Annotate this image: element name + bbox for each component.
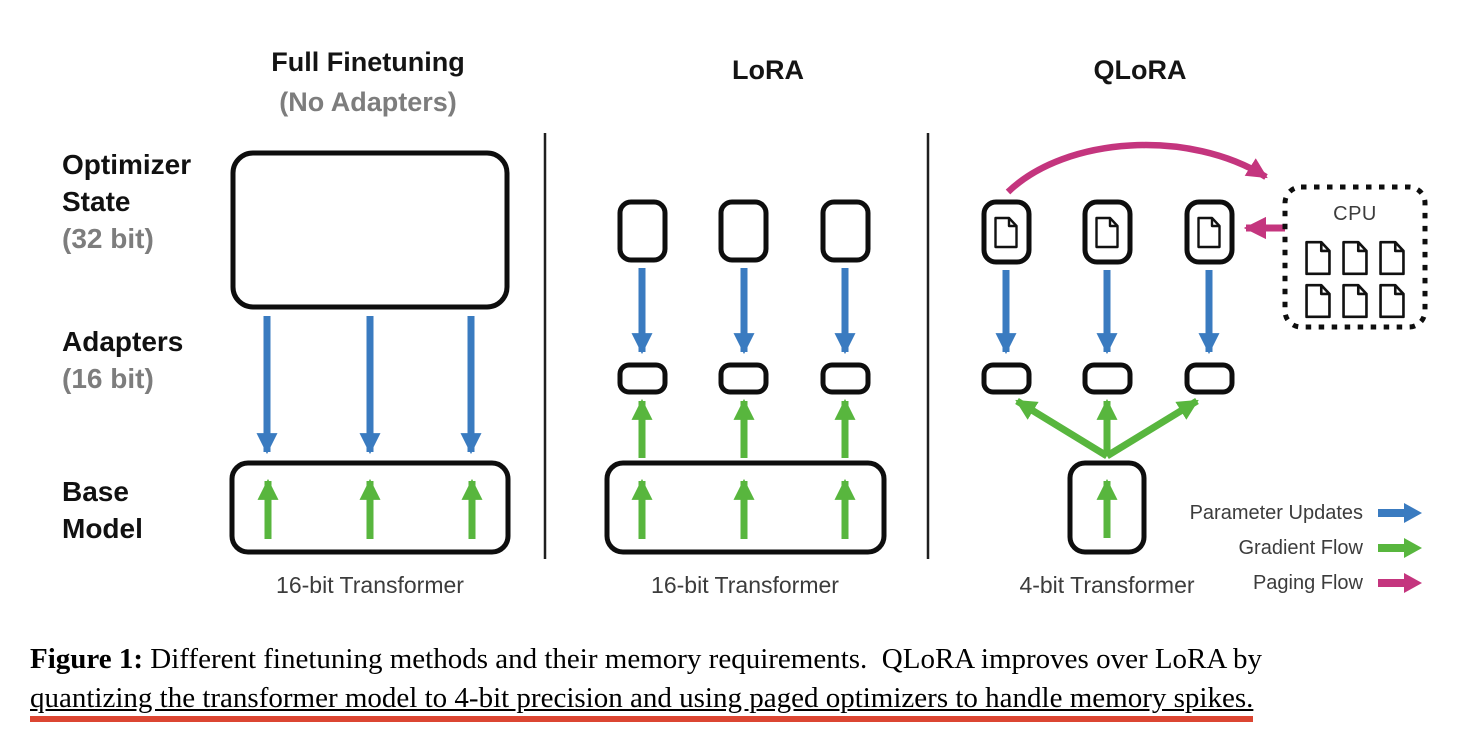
transformer-label-full: 16-bit Transformer — [276, 572, 464, 598]
gradient-flow-arrows-lora — [631, 398, 856, 458]
adapter-boxes-lora — [617, 362, 871, 395]
row-label-base-model: Base Model — [62, 476, 143, 544]
column-title-qlora: QLoRA — [1093, 55, 1187, 85]
cpu-box-label: CPU — [1333, 203, 1377, 225]
column-title-full-finetuning: Full Finetuning (No Adapters) — [218, 42, 518, 122]
figure-caption: Figure 1: Different finetuning methods a… — [30, 640, 1460, 722]
caption-line-1: Figure 1: Different finetuning methods a… — [30, 640, 1460, 679]
legend-label-gradient-flow: Gradient Flow — [1238, 536, 1364, 559]
diagram-canvas — [229, 133, 1428, 559]
no-adapters-subtitle: (No Adapters) — [279, 87, 457, 117]
caption-line1-text: Different finetuning methods and their m… — [150, 643, 1262, 675]
column-title-lora: LoRA — [732, 55, 804, 85]
row-label-adapters: Adapters (16 bit) — [62, 326, 184, 394]
full-finetuning-column — [229, 150, 511, 555]
caption-figure-label: Figure 1: — [30, 643, 144, 675]
parameter-updates-arrow-icon — [1378, 503, 1422, 523]
optimizer-state-box-full — [230, 150, 510, 310]
row-label-optimizer-state: Optimizer State (32 bit) — [62, 149, 192, 254]
optimizer-state-boxes-lora — [617, 199, 871, 263]
legend: Parameter Updates Gradient Flow Paging F… — [1060, 498, 1422, 598]
gradient-flow-arrow-icon — [1378, 538, 1422, 558]
caption-line-2: quantizing the transformer model to 4-bi… — [30, 679, 1460, 722]
gradient-flow-arrows-lora-base — [631, 478, 856, 539]
gradient-flow-arrows-full — [257, 478, 483, 539]
parameter-update-arrows-lora — [631, 268, 856, 355]
gradient-flow-diverging-arrows — [1015, 398, 1199, 459]
caption-line2-underlined-text: quantizing the transformer model to 4-bi… — [30, 682, 1254, 722]
parameter-update-arrows-full — [256, 316, 482, 455]
legend-row-parameter-updates: Parameter Updates — [1190, 498, 1422, 528]
qlora-column — [981, 141, 1428, 555]
legend-label-paging-flow: Paging Flow — [1252, 571, 1363, 594]
transformer-label-lora: 16-bit Transformer — [651, 572, 839, 598]
legend-row-paging-flow: Paging Flow — [1253, 568, 1422, 598]
adapter-boxes-qlora — [981, 362, 1235, 395]
legend-row-gradient-flow: Gradient Flow — [1238, 533, 1422, 563]
paging-flow-curve-arrow — [1005, 141, 1268, 195]
full-finetuning-title: Full Finetuning — [271, 47, 465, 77]
lora-column — [604, 199, 887, 555]
transformer-label-qlora: 4-bit Transformer — [1019, 572, 1195, 598]
parameter-update-arrows-qlora — [995, 270, 1220, 355]
paging-flow-arrow-icon — [1378, 573, 1422, 593]
legend-label-parameter-updates: Parameter Updates — [1189, 501, 1363, 524]
